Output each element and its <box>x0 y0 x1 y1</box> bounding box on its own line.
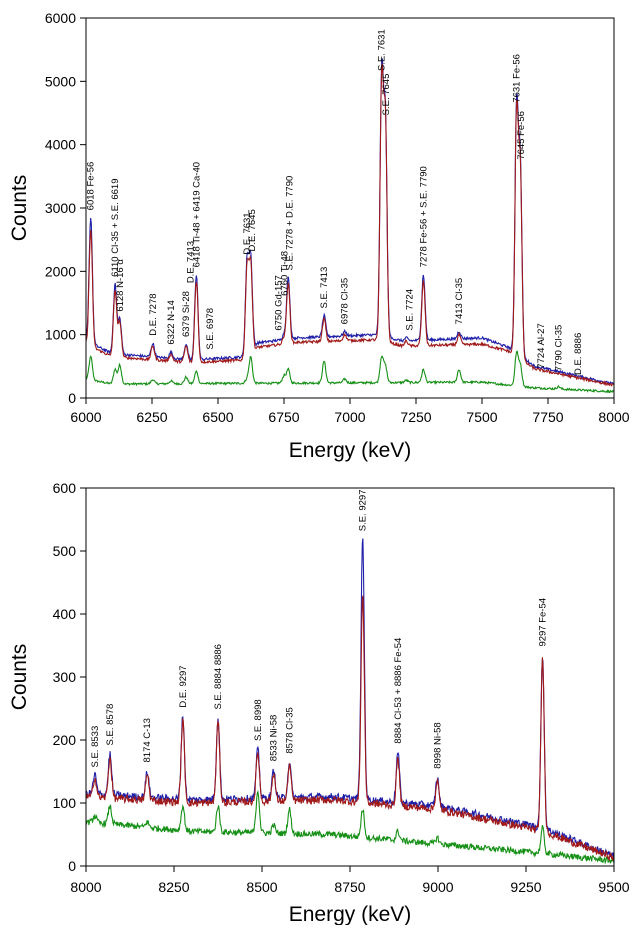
y-tick-label: 6000 <box>45 10 76 26</box>
peak-annotation: 9297 Fe-54 <box>538 598 549 647</box>
peak-annotation: D.E. 8886 <box>573 333 584 375</box>
y-axis-label: Counts <box>8 175 31 242</box>
peak-annotation: 7413 Cl-35 <box>454 278 465 324</box>
peak-annotation: D.E. 7631 <box>242 212 253 254</box>
x-tick-label: 9250 <box>510 879 541 895</box>
x-tick-label: 6250 <box>136 409 167 425</box>
peak-annotation: S.E. 7631 <box>377 29 388 71</box>
peak-annotation: 7645 Fe-56 <box>516 111 527 160</box>
peak-annotation: 8998 Ni-58 <box>432 722 443 768</box>
peak-annotation: S.E. 7278 + D.E. 7790 <box>284 176 295 271</box>
peak-annotation: S.E. 6978 <box>205 308 216 350</box>
peak-annotation: S.E. 8884 8886 <box>213 644 224 710</box>
peak-annotation: S.E. 7645 <box>381 74 392 116</box>
y-tick-label: 4000 <box>45 137 76 153</box>
x-tick-label: 7500 <box>466 409 497 425</box>
y-tick-label: 400 <box>53 606 77 622</box>
x-tick-label: 6750 <box>268 409 299 425</box>
peak-annotation: S.E. 7413 <box>319 267 330 309</box>
peak-annotation: S.E. 9297 <box>358 490 369 532</box>
peak-annotation: S.E. 7724 <box>404 289 415 331</box>
y-tick-label: 3000 <box>45 200 76 216</box>
peak-annotation: 6322 N-14 <box>166 300 177 344</box>
peak-annotation: 8578 Cl-35 <box>284 707 295 753</box>
series-line-green <box>86 350 614 394</box>
peak-annotation: 7724 Al-27 <box>536 323 547 368</box>
peak-annotation: 6379 Si-28 <box>181 291 192 337</box>
peak-annotation: 6128 N-16 α <box>115 259 126 312</box>
x-tick-label: 7750 <box>532 409 563 425</box>
series-line-green <box>86 789 614 865</box>
y-tick-label: 200 <box>53 732 77 748</box>
chart-panel-1: 6000 6250 6500 6750 7000 7250 7500 7750 8000 0 100… <box>8 10 630 462</box>
x-tick-label: 8750 <box>334 879 365 895</box>
y-tick-label: 500 <box>53 543 77 559</box>
plot-frame <box>85 487 615 867</box>
peak-annotation: S.E. 8578 <box>105 704 116 746</box>
series-line-blue <box>86 538 614 860</box>
peak-annotation: S.E. 8998 <box>253 699 264 741</box>
peak-annotation: 6750 Gd-157 <box>274 275 285 330</box>
x-tick-label: 8000 <box>70 879 101 895</box>
series-line-blue <box>86 58 614 385</box>
peak-annotation: D.E. 7645 <box>247 209 258 251</box>
x-tick-label: 8250 <box>158 879 189 895</box>
peak-annotation: 6760 Ti-48 <box>280 251 291 296</box>
x-axis-label: Energy (keV) <box>289 903 412 925</box>
peak-annotation: 6418 Ti-48 + 6419 Ca-40 <box>191 162 202 267</box>
peak-annotation: 8174 C-13 <box>142 718 153 762</box>
series-line-red <box>86 63 614 387</box>
x-tick-label: 9000 <box>422 879 453 895</box>
x-tick-label: 7250 <box>400 409 431 425</box>
peak-annotation: 6018 Fe-56 <box>86 162 97 211</box>
y-tick-label: 5000 <box>45 73 76 89</box>
x-tick-label: 6500 <box>202 409 233 425</box>
x-tick-label: 6000 <box>70 409 101 425</box>
chart-panel-2: 8000 8250 8500 8750 9000 9250 9500 0 100 200 300 40… <box>8 480 630 926</box>
peak-annotation: 7278 Fe-56 + S.E. 7790 <box>418 166 429 267</box>
x-tick-label: 8000 <box>598 409 629 425</box>
x-tick-label: 9500 <box>598 879 629 895</box>
y-tick-label: 0 <box>68 390 76 406</box>
y-tick-label: 600 <box>53 480 77 496</box>
y-tick-label: 100 <box>53 795 77 811</box>
y-tick-label: 300 <box>53 669 77 685</box>
peak-annotation: D.E. 7278 <box>148 293 159 335</box>
y-tick-label: 1000 <box>45 327 76 343</box>
peak-annotation: 8884 Cl-53 + 8886 Fe-54 <box>393 638 404 744</box>
y-tick-label: 2000 <box>45 263 76 279</box>
peak-annotation: 6110 Cl-35 + S.E. 6619 <box>110 179 121 277</box>
peak-annotation: S.E. 8533 <box>90 726 101 768</box>
x-tick-label: 8500 <box>246 879 277 895</box>
peak-annotation: 6978 Cl-35 <box>340 278 351 324</box>
peak-annotation: 7631 Fe-56 <box>512 54 523 103</box>
x-axis-label: Energy (keV) <box>289 439 412 462</box>
peak-annotation: 8533 Ni-58 <box>269 715 280 761</box>
x-tick-label: 7000 <box>334 409 365 425</box>
peak-annotation: 7790 Cl-35 <box>554 325 565 371</box>
peak-annotation: D.E. 7413 <box>185 241 196 283</box>
y-axis-label: Counts <box>8 644 31 711</box>
peak-annotation: D.E. 9297 <box>178 665 189 707</box>
y-tick-label: 0 <box>68 858 76 874</box>
series-line-red <box>86 595 614 862</box>
